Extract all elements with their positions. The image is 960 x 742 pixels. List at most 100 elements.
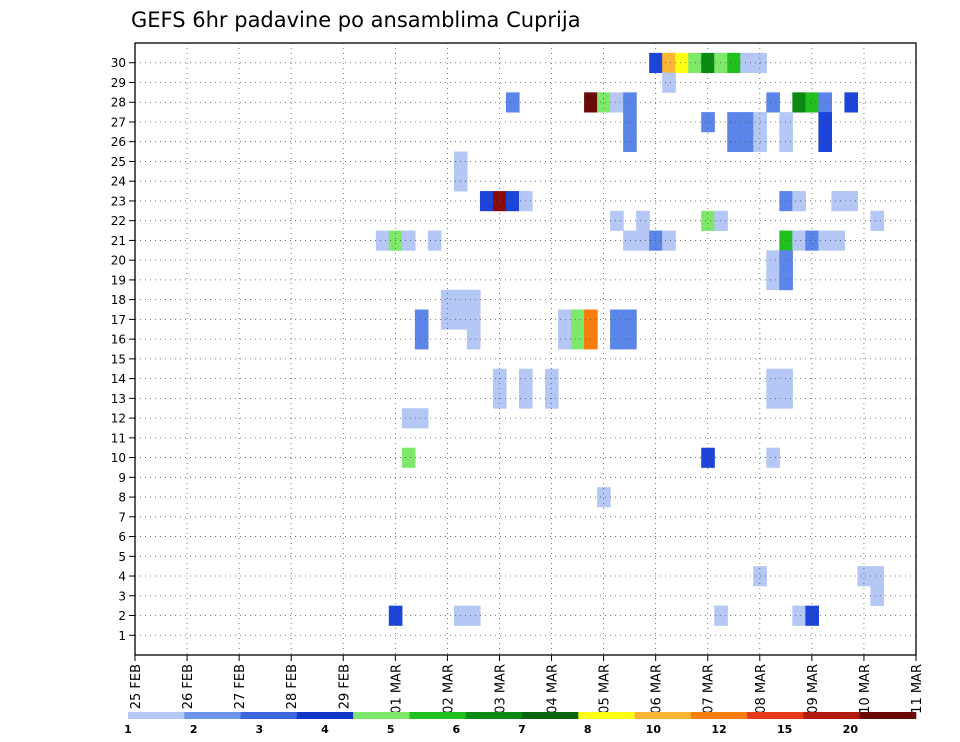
y-tick-label: 28	[111, 96, 126, 110]
precip-cell	[779, 388, 793, 409]
y-tick-label: 19	[111, 273, 126, 287]
y-tick-label: 10	[111, 451, 126, 465]
precip-cell	[727, 131, 741, 152]
y-tick-label: 22	[111, 214, 126, 228]
x-tick-label: 28 FEB	[285, 664, 300, 709]
precip-cell	[766, 447, 780, 468]
x-tick-label: 10 MAR	[858, 664, 873, 714]
colorbar-label: 7	[518, 723, 526, 736]
precip-cell	[466, 329, 481, 350]
colorbar-segment	[409, 712, 467, 719]
precip-cell	[831, 230, 846, 251]
colorbar-segment	[859, 712, 917, 719]
x-tick-label: 06 MAR	[650, 664, 665, 714]
precip-cell	[779, 230, 793, 251]
precip-cell	[805, 92, 819, 113]
colorbar-segment	[803, 712, 861, 719]
precip-cell	[466, 289, 481, 310]
colorbar-segment	[465, 712, 523, 719]
precip-cell	[779, 112, 793, 133]
precip-cell	[779, 250, 793, 271]
precip-cell	[597, 487, 611, 508]
precip-cell	[779, 368, 793, 389]
precip-cell	[440, 289, 455, 310]
precip-cell	[662, 230, 676, 251]
precip-cell	[597, 92, 611, 113]
precip-cell	[727, 112, 741, 133]
y-tick-label: 24	[111, 175, 126, 189]
colorbar-segment	[578, 712, 635, 719]
precip-cell	[779, 131, 793, 152]
y-tick-label: 14	[111, 372, 126, 386]
y-tick-label: 30	[111, 56, 126, 70]
colorbar-label: 5	[387, 723, 395, 736]
precip-cell	[792, 92, 806, 113]
colorbar-label: 4	[321, 723, 329, 736]
y-tick-label: 15	[111, 352, 126, 366]
precip-cell	[766, 92, 780, 113]
x-axis: 25 FEB 26 FEB 27 FEB 28 FEB 29 FEB 01 MAR 02 M…	[129, 655, 925, 714]
precip-cell	[870, 566, 885, 587]
colorbar-label: 12	[711, 723, 726, 736]
precip-cell	[414, 309, 429, 330]
x-tick-label: 11 MAR	[910, 664, 925, 714]
precip-cell	[766, 368, 780, 389]
precip-cell	[844, 191, 859, 212]
precip-cell	[571, 309, 585, 330]
precip-cell	[714, 210, 728, 231]
grid-lines	[135, 43, 916, 655]
precip-cell	[610, 92, 624, 113]
precip-cell	[610, 210, 624, 231]
y-tick-label: 9	[118, 471, 126, 485]
colorbar-segment	[128, 712, 185, 719]
colorbar-label: 2	[190, 723, 198, 736]
colorbar-label: 8	[584, 723, 592, 736]
y-tick-label: 8	[118, 491, 126, 505]
precip-cell	[401, 447, 416, 468]
precip-cell	[466, 605, 481, 626]
precip-cell	[701, 210, 715, 231]
precip-cell	[662, 72, 676, 93]
y-tick-label: 20	[111, 254, 126, 268]
y-tick-label: 11	[111, 431, 126, 445]
y-tick-label: 13	[111, 392, 126, 406]
y-tick-label: 1	[118, 629, 126, 643]
y-tick-label: 25	[111, 155, 126, 169]
precip-cell	[610, 309, 624, 330]
y-tick-label: 17	[111, 313, 126, 327]
y-tick-label: 2	[118, 609, 126, 623]
precip-cell	[740, 112, 754, 133]
x-tick-label: 26 FEB	[181, 664, 196, 709]
precip-cell	[805, 230, 819, 251]
colorbar-segment	[184, 712, 241, 719]
precip-cell	[505, 191, 520, 212]
precip-cell	[844, 92, 859, 113]
colorbar-label: 6	[453, 723, 461, 736]
x-tick-label: 07 MAR	[702, 664, 717, 714]
precip-cell	[636, 230, 650, 251]
precip-cell	[857, 566, 872, 587]
x-tick-label: 08 MAR	[754, 664, 769, 714]
x-tick-label: 03 MAR	[493, 664, 508, 714]
precip-cell	[870, 585, 885, 607]
chart-title: GEFS 6hr padavine po ansamblima Cuprija	[131, 8, 581, 32]
precip-cell	[610, 329, 624, 350]
plot-frame	[134, 42, 917, 656]
y-tick-label: 16	[111, 333, 126, 347]
y-tick-label: 29	[111, 76, 126, 90]
colorbar-segment	[296, 712, 354, 719]
precip-cell	[675, 52, 689, 74]
colorbar-segment	[690, 712, 748, 719]
x-tick-label: 04 MAR	[546, 664, 561, 714]
precip-cell	[558, 329, 572, 350]
x-tick-label: 01 MAR	[389, 664, 404, 714]
x-tick-label: 25 FEB	[129, 664, 144, 709]
precip-cell	[701, 447, 715, 468]
colorbar-label: 15	[777, 723, 792, 736]
y-tick-label: 27	[111, 115, 126, 129]
colorbar-segment	[522, 712, 579, 719]
x-tick-label: 29 FEB	[337, 664, 352, 709]
y-tick-label: 26	[111, 135, 126, 149]
precip-cell	[792, 605, 806, 626]
